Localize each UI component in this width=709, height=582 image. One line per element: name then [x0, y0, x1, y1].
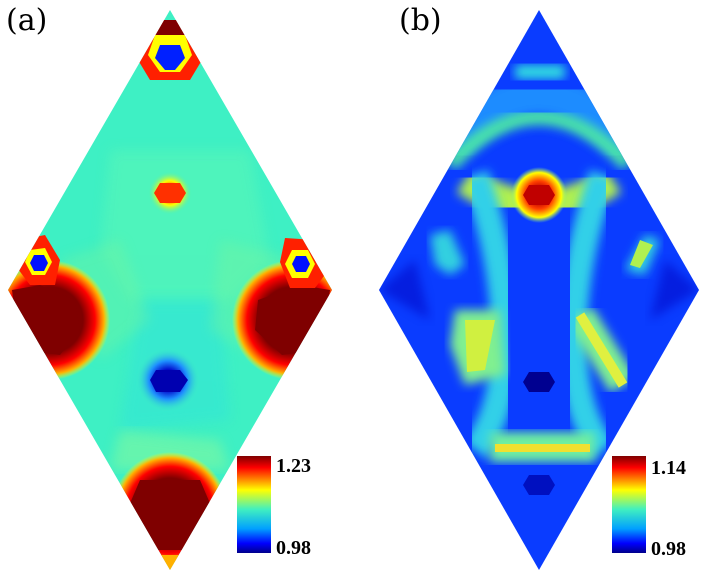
panel-b-colorbar-max: 1.14 — [651, 457, 686, 479]
panel-b-colorbar — [612, 456, 646, 553]
panel-b: (b) — [355, 0, 709, 582]
panel-a-colorbar — [237, 456, 271, 553]
panel-a-heatmap — [8, 10, 332, 570]
panel-b-heatmap — [379, 10, 699, 570]
panel-a-colorbar-min: 0.98 — [276, 537, 311, 559]
panel-b-colorbar-min: 0.98 — [651, 538, 686, 560]
panel-a: (a) — [0, 0, 350, 582]
panel-a-colorbar-max: 1.23 — [276, 455, 311, 477]
panel-a-label: (a) — [6, 3, 48, 38]
panel-b-label: (b) — [399, 3, 442, 38]
